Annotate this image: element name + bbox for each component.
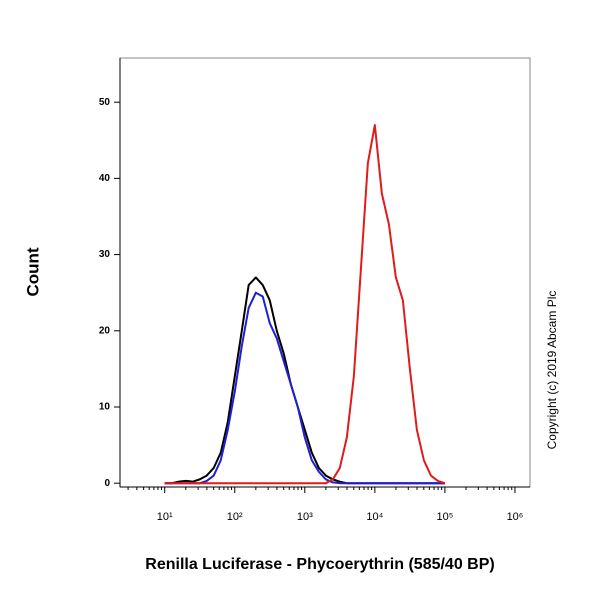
x-tick-label: 10⁵ <box>437 511 454 523</box>
y-tick-label: 10 <box>99 402 111 413</box>
x-tick-label: 10¹ <box>157 511 173 523</box>
y-tick-label: 0 <box>104 478 110 489</box>
histogram-line <box>164 124 446 485</box>
x-tick-label: 10⁶ <box>507 511 524 523</box>
y-axis-label: Count <box>23 247 42 296</box>
plot-frame <box>119 57 531 488</box>
x-tick-label: 10³ <box>297 511 313 523</box>
x-tick-label: 10⁴ <box>366 511 383 523</box>
y-tick-label: 30 <box>99 249 111 260</box>
y-tick-label: 50 <box>99 97 111 108</box>
copyright: Copyright (c) 2019 Abcam Plc <box>545 291 559 450</box>
y-tick-label: 40 <box>99 173 111 184</box>
x-axis-label: Renilla Luciferase - Phycoerythrin (585/… <box>145 556 494 573</box>
histogram-line <box>164 291 445 485</box>
y-tick-label: 20 <box>99 325 111 336</box>
x-tick-label: 10² <box>227 511 243 523</box>
